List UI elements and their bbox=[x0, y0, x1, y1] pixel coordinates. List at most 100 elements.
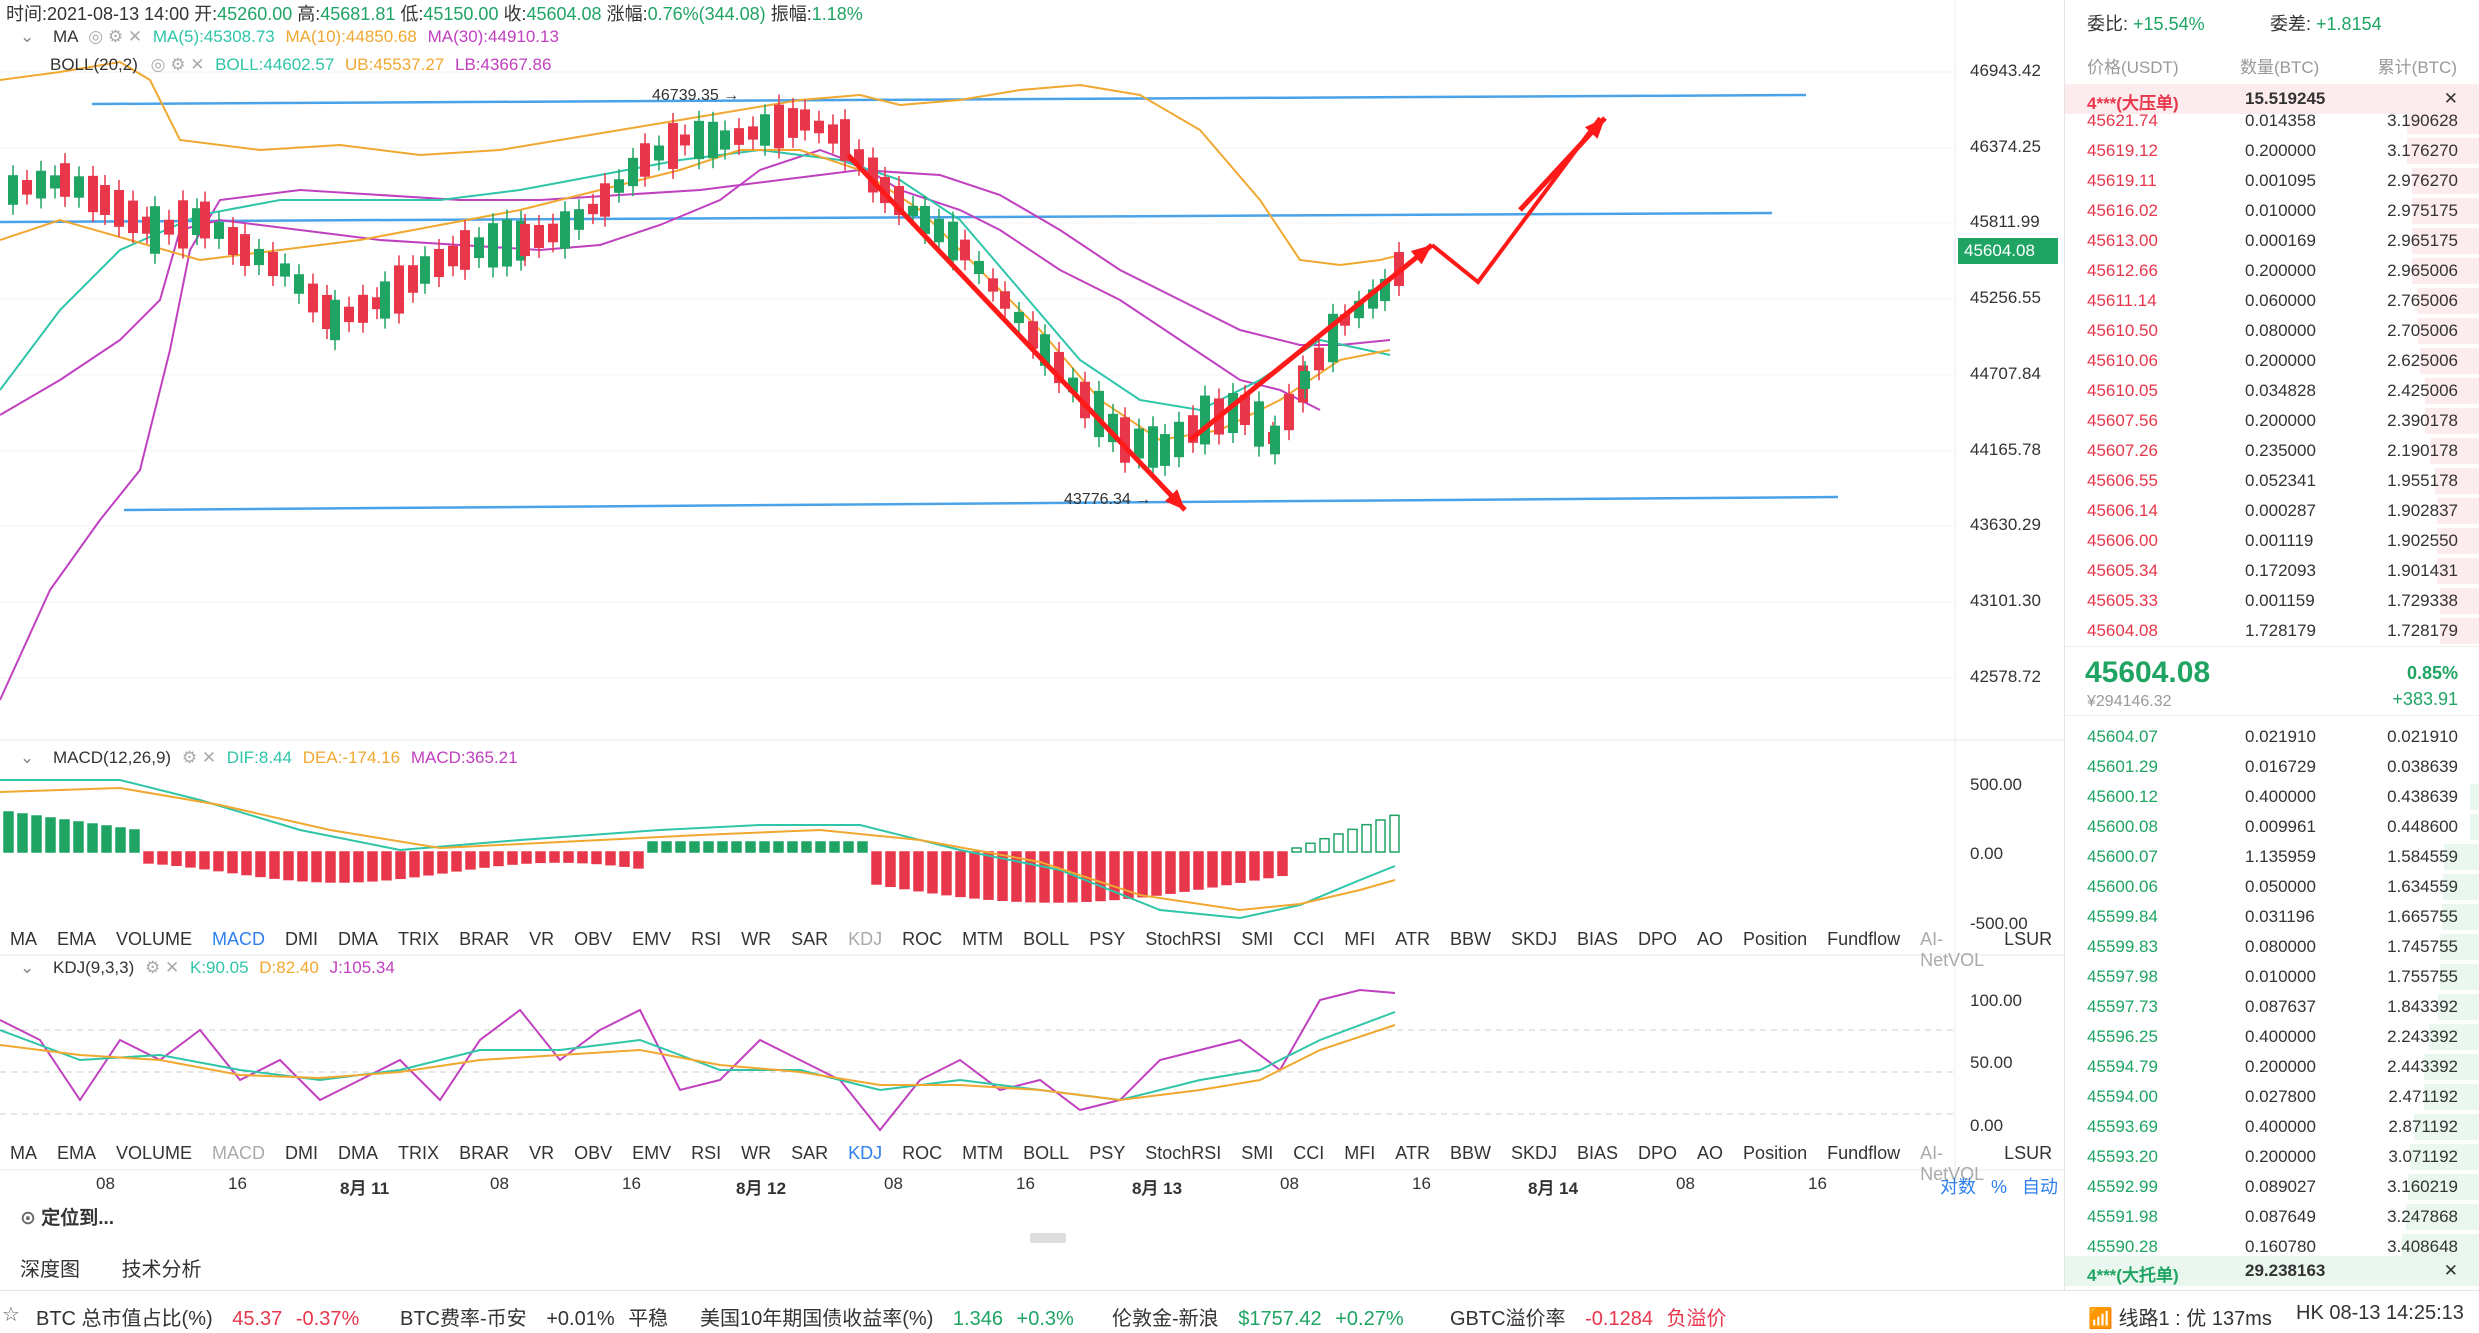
tab-boll[interactable]: BOLL bbox=[1023, 929, 1070, 949]
tab-boll[interactable]: BOLL bbox=[1023, 1143, 1070, 1163]
bid-row[interactable]: 45600.08 0.009961 0.448600 bbox=[2065, 812, 2479, 842]
tab-smi[interactable]: SMI bbox=[1241, 929, 1274, 949]
ask-row[interactable]: 45604.08 1.728179 1.728179 bbox=[2065, 616, 2479, 646]
ask-row[interactable]: 45606.14 0.000287 1.902837 bbox=[2065, 496, 2479, 526]
tab-brar[interactable]: BRAR bbox=[459, 1143, 510, 1163]
bid-row[interactable]: 45597.73 0.087637 1.843392 bbox=[2065, 992, 2479, 1022]
bid-row[interactable]: 45592.99 0.089027 3.160219 bbox=[2065, 1172, 2479, 1202]
ask-row[interactable]: 45605.33 0.001159 1.729338 bbox=[2065, 586, 2479, 616]
ask-row[interactable]: 45606.55 0.052341 1.955178 bbox=[2065, 466, 2479, 496]
big-bid-row[interactable]: 4***(大托单) 29.238163 ✕ bbox=[2065, 1256, 2479, 1286]
tab-bias[interactable]: BIAS bbox=[1576, 929, 1619, 949]
tab-lsur[interactable]: LSUR bbox=[2004, 929, 2053, 949]
ask-row[interactable]: 45610.05 0.034828 2.425006 bbox=[2065, 376, 2479, 406]
settings-icon[interactable]: ⚙ bbox=[170, 55, 186, 74]
log-scale-button[interactable]: 对数 bbox=[1940, 1177, 1976, 1197]
locate-button[interactable]: ⊙ 定位到... bbox=[20, 1208, 115, 1229]
tab-bbw[interactable]: BBW bbox=[1449, 929, 1491, 949]
gbtc-premium[interactable]: GBTC溢价率 -0.1284 负溢价 bbox=[1450, 1308, 1727, 1330]
btc-share[interactable]: BTC 总市值占比(%) 45.37 -0.37% bbox=[36, 1308, 360, 1330]
tab-rsi[interactable]: RSI bbox=[691, 929, 722, 949]
collapse-icon[interactable]: ⌄ bbox=[20, 27, 35, 46]
tab-smi[interactable]: SMI bbox=[1241, 1143, 1274, 1163]
tab-position[interactable]: Position bbox=[1743, 1143, 1808, 1163]
auto-scale-button[interactable]: 自动 bbox=[2022, 1177, 2059, 1197]
tab-atr[interactable]: ATR bbox=[1395, 1143, 1430, 1163]
bid-row[interactable]: 45597.98 0.010000 1.755755 bbox=[2065, 962, 2479, 992]
settings-icon[interactable]: ⚙ bbox=[144, 958, 161, 977]
tab-macd[interactable]: MACD bbox=[212, 1143, 266, 1163]
tab-obv[interactable]: OBV bbox=[574, 929, 613, 949]
tab-cci[interactable]: CCI bbox=[1293, 929, 1325, 949]
close-icon[interactable]: ✕ bbox=[190, 55, 205, 74]
connection-status[interactable]: 📶 线路1 : 优 137ms bbox=[2088, 1308, 2272, 1330]
tab-lsur[interactable]: LSUR bbox=[2004, 1143, 2053, 1163]
tab-volume[interactable]: VOLUME bbox=[116, 1143, 193, 1163]
tab-fundflow[interactable]: Fundflow bbox=[1827, 1143, 1901, 1163]
bid-row[interactable]: 45596.25 0.400000 2.243392 bbox=[2065, 1022, 2479, 1052]
ask-row[interactable]: 45606.00 0.001119 1.902550 bbox=[2065, 526, 2479, 556]
tab-technical-analysis[interactable]: 技术分析 bbox=[121, 1259, 202, 1281]
london-gold[interactable]: 伦敦金-新浪 $1757.42 +0.27% bbox=[1112, 1308, 1404, 1330]
bid-row[interactable]: 45593.20 0.200000 3.071192 bbox=[2065, 1142, 2479, 1172]
tab-bias[interactable]: BIAS bbox=[1576, 1143, 1619, 1163]
tab-dma[interactable]: DMA bbox=[338, 1143, 379, 1163]
tab-obv[interactable]: OBV bbox=[574, 1143, 613, 1163]
tab-vr[interactable]: VR bbox=[529, 929, 555, 949]
tab-ao[interactable]: AO bbox=[1697, 929, 1724, 949]
ask-row[interactable]: 45613.00 0.000169 2.965175 bbox=[2065, 226, 2479, 256]
bid-row[interactable]: 45601.29 0.016729 0.038639 bbox=[2065, 752, 2479, 782]
tab-ao[interactable]: AO bbox=[1697, 1143, 1724, 1163]
settings-icon[interactable]: ⚙ bbox=[107, 27, 124, 46]
bid-row[interactable]: 45594.00 0.027800 2.471192 bbox=[2065, 1082, 2479, 1112]
star-icon[interactable]: ☆ bbox=[2, 1304, 20, 1326]
tab-stochrsi[interactable]: StochRSI bbox=[1145, 1143, 1222, 1163]
tab-sar[interactable]: SAR bbox=[791, 929, 829, 949]
bid-row[interactable]: 45594.79 0.200000 2.443392 bbox=[2065, 1052, 2479, 1082]
tab-mfi[interactable]: MFI bbox=[1344, 929, 1376, 949]
ask-row[interactable]: 45610.06 0.200000 2.625006 bbox=[2065, 346, 2479, 376]
tab-psy[interactable]: PSY bbox=[1089, 929, 1126, 949]
settings-icon[interactable]: ⚙ bbox=[181, 748, 198, 767]
ask-row[interactable]: 45607.56 0.200000 2.390178 bbox=[2065, 406, 2479, 436]
ask-row[interactable]: 45619.11 0.001095 2.976270 bbox=[2065, 166, 2479, 196]
tab-emv[interactable]: EMV bbox=[632, 1143, 672, 1163]
tab-psy[interactable]: PSY bbox=[1089, 1143, 1126, 1163]
tab-brar[interactable]: BRAR bbox=[459, 929, 510, 949]
ask-row[interactable]: 45612.66 0.200000 2.965006 bbox=[2065, 256, 2479, 286]
percent-scale-button[interactable]: % bbox=[1991, 1177, 2008, 1197]
tab-trix[interactable]: TRIX bbox=[398, 929, 440, 949]
tab-macd[interactable]: MACD bbox=[212, 929, 266, 949]
ask-row[interactable]: 45619.12 0.200000 3.176270 bbox=[2065, 136, 2479, 166]
tab-depth-chart[interactable]: 深度图 bbox=[20, 1259, 80, 1281]
ask-row[interactable]: 45611.14 0.060000 2.765006 bbox=[2065, 286, 2479, 316]
close-icon[interactable]: ✕ bbox=[2443, 89, 2458, 108]
us-bond-yield[interactable]: 美国10年期国债收益率(%) 1.346 +0.3% bbox=[700, 1308, 1074, 1330]
close-icon[interactable]: ✕ bbox=[201, 748, 217, 767]
close-icon[interactable]: ✕ bbox=[164, 958, 180, 977]
tab-position[interactable]: Position bbox=[1743, 929, 1808, 949]
tab-roc[interactable]: ROC bbox=[902, 929, 943, 949]
ask-row[interactable]: 45610.50 0.080000 2.705006 bbox=[2065, 316, 2479, 346]
kline-chart-area[interactable]: 时间:2021-08-13 14:00 开:45260.00 高:45681.8… bbox=[0, 0, 2125, 1290]
bid-row[interactable]: 45591.98 0.087649 3.247868 bbox=[2065, 1202, 2479, 1232]
bid-row[interactable]: 45599.84 0.031196 1.665755 bbox=[2065, 902, 2479, 932]
tab-volume[interactable]: VOLUME bbox=[116, 929, 193, 949]
tab-mtm[interactable]: MTM bbox=[962, 929, 1004, 949]
tab-mfi[interactable]: MFI bbox=[1344, 1143, 1376, 1163]
bid-row[interactable]: 45593.69 0.400000 2.871192 bbox=[2065, 1112, 2479, 1142]
ask-row[interactable]: 45621.74 0.014358 3.190628 bbox=[2065, 106, 2479, 136]
ask-row[interactable]: 45607.26 0.235000 2.190178 bbox=[2065, 436, 2479, 466]
tab-wr[interactable]: WR bbox=[741, 1143, 772, 1163]
kline-canvas[interactable] bbox=[0, 0, 2064, 1290]
tab-ai-netvol[interactable]: AI-NetVOL bbox=[1920, 929, 1985, 970]
tab-ema[interactable]: EMA bbox=[57, 929, 97, 949]
tab-dma[interactable]: DMA bbox=[338, 929, 379, 949]
tab-cci[interactable]: CCI bbox=[1293, 1143, 1325, 1163]
collapse-icon[interactable]: ⌄ bbox=[20, 958, 35, 977]
close-icon[interactable]: ✕ bbox=[2443, 1261, 2458, 1280]
tab-rsi[interactable]: RSI bbox=[691, 1143, 722, 1163]
tab-kdj[interactable]: KDJ bbox=[848, 929, 883, 949]
tab-dpo[interactable]: DPO bbox=[1638, 929, 1678, 949]
tab-ma[interactable]: MA bbox=[10, 1143, 37, 1163]
